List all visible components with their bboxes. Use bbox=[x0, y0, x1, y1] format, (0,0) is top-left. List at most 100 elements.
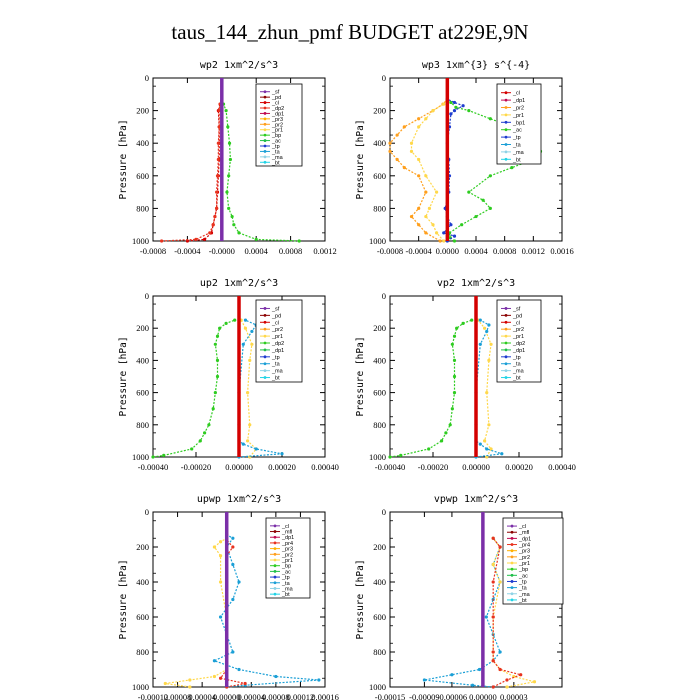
x-tick-label: 0.00040 bbox=[311, 462, 339, 472]
panel-title: upwp 1xm^2/s^3 bbox=[197, 494, 281, 505]
legend-label: _ma bbox=[281, 586, 294, 592]
y-tick-label: 600 bbox=[136, 388, 149, 398]
legend-marker bbox=[263, 341, 267, 345]
series-point bbox=[452, 391, 457, 395]
legend-label: _ta bbox=[512, 362, 522, 368]
y-tick-label: 0 bbox=[382, 507, 386, 517]
y-tick-label: 200 bbox=[136, 106, 149, 116]
series-point bbox=[231, 650, 235, 654]
legend-marker bbox=[273, 552, 277, 556]
legend-marker bbox=[273, 530, 277, 533]
legend-marker bbox=[504, 313, 508, 317]
series-point bbox=[485, 391, 489, 395]
series-point bbox=[461, 321, 465, 325]
series-point bbox=[254, 237, 258, 241]
legend-marker bbox=[263, 122, 267, 126]
legend-marker bbox=[273, 581, 277, 585]
legend: _sf_pd_cl_pr2_pr1_dp2_dp1_tp_ta_ma_bt bbox=[255, 299, 303, 383]
legend-label: _tp bbox=[271, 355, 280, 361]
series-point bbox=[467, 109, 471, 113]
x-tick-label: 0.00008 bbox=[164, 692, 192, 700]
y-tick-label: 800 bbox=[136, 647, 149, 657]
legend-marker bbox=[263, 348, 267, 352]
legend-marker bbox=[263, 320, 267, 324]
legend-marker bbox=[273, 524, 277, 528]
series-point bbox=[452, 109, 457, 113]
y-tick-label: 0 bbox=[382, 73, 386, 83]
series-point bbox=[218, 326, 222, 330]
legend-marker bbox=[504, 327, 508, 331]
series-point bbox=[246, 439, 250, 443]
series-point bbox=[212, 659, 217, 663]
y-axis-label: Pressure [hPa] bbox=[355, 559, 366, 639]
legend-label: _bt bbox=[271, 160, 280, 166]
series-point bbox=[227, 174, 231, 178]
legend-label: _pd bbox=[271, 313, 281, 319]
legend-box bbox=[496, 299, 542, 383]
legend-label: _bp bbox=[271, 133, 281, 139]
panel-6: vpwp 1xm^2/s^3 Pressure [hPa] 0 200 400 600 80… bbox=[355, 494, 564, 700]
series-point bbox=[227, 206, 231, 210]
legend-marker bbox=[510, 567, 514, 571]
legend-label: _dp1 bbox=[271, 111, 284, 117]
legend-marker bbox=[273, 575, 277, 579]
series-point bbox=[422, 678, 426, 682]
legend-label: _ma bbox=[518, 592, 531, 598]
x-tick-label: 0.00000 bbox=[462, 462, 490, 472]
legend: _cl_mfl_dp1_pr4_pr3_pr2_pr1_bp_ac_tp_ta_… bbox=[265, 517, 311, 599]
y-tick-label: 0 bbox=[145, 507, 149, 517]
x-tick-label: 0.0012 bbox=[522, 246, 545, 256]
legend-label: _pd bbox=[271, 95, 281, 101]
legend-label: _dp1 bbox=[518, 536, 531, 542]
x-tick-label: 0.00004 bbox=[237, 692, 265, 700]
panel-4: vp2 1xm^2/s^3 Pressure [hPa] 0 200 400 600 800… bbox=[355, 278, 576, 472]
series-point bbox=[452, 358, 457, 362]
legend-label: _bp1 bbox=[512, 120, 525, 126]
x-tick-label: -0.00020 bbox=[418, 462, 448, 472]
legend-label: _pr1 bbox=[512, 334, 524, 340]
y-tick-label: 400 bbox=[136, 138, 149, 148]
series-point bbox=[498, 580, 502, 584]
y-axis-label: Pressure [hPa] bbox=[355, 336, 366, 416]
legend-marker bbox=[263, 313, 267, 317]
series-point bbox=[215, 358, 220, 362]
legend-marker bbox=[263, 133, 267, 137]
panel-1: wp2 1xm^2/s^3 Pressure [hPa] 0 200 400 600 800… bbox=[118, 60, 337, 256]
legend-box bbox=[255, 83, 303, 167]
y-tick-label: 600 bbox=[373, 388, 386, 398]
series-point bbox=[212, 545, 217, 549]
series-line bbox=[238, 319, 283, 458]
series-point bbox=[254, 447, 258, 451]
legend-marker bbox=[510, 530, 514, 534]
series-point bbox=[434, 190, 439, 194]
series-point bbox=[455, 326, 459, 330]
legend-label: _dp1 bbox=[281, 535, 294, 541]
series-point bbox=[218, 554, 223, 558]
panel-5: upwp 1xm^2/s^3 Pressure [hPa] 0 200 400 600 80… bbox=[118, 494, 339, 700]
legend-marker bbox=[273, 558, 277, 562]
series-line bbox=[492, 537, 523, 688]
x-tick-label: -0.00009 bbox=[409, 692, 439, 700]
legend-marker bbox=[263, 139, 267, 142]
series-point bbox=[224, 109, 228, 113]
panel-title: wp2 1xm^2/s^3 bbox=[200, 60, 278, 71]
y-tick-label: 800 bbox=[373, 647, 386, 657]
series-point bbox=[227, 141, 232, 145]
y-tick-label: 400 bbox=[136, 355, 149, 365]
x-tick-label: 0.00008 bbox=[262, 692, 290, 700]
series-point bbox=[491, 685, 495, 689]
series-point bbox=[488, 174, 492, 178]
series-point bbox=[250, 342, 254, 346]
series-point bbox=[452, 374, 457, 379]
series-point bbox=[241, 442, 245, 446]
legend-label: _ta bbox=[271, 362, 281, 368]
legend-label: _cl bbox=[281, 524, 289, 530]
legend-label: _pr1 bbox=[518, 561, 530, 567]
y-axis-label: Pressure [hPa] bbox=[118, 559, 129, 639]
series-point bbox=[487, 358, 491, 362]
series-point bbox=[500, 452, 504, 456]
series-point bbox=[470, 318, 474, 322]
y-tick-label: 800 bbox=[373, 203, 386, 213]
y-tick-label: 400 bbox=[136, 577, 149, 587]
